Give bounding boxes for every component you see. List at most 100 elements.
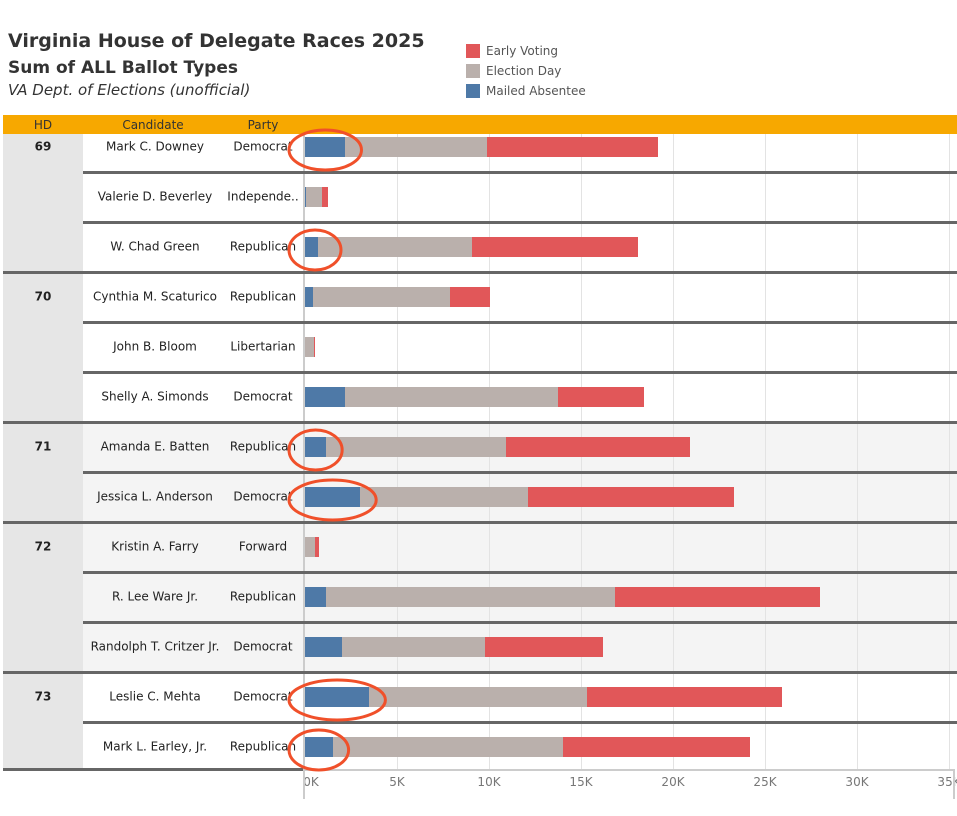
- bar-segment-eday[interactable]: [369, 687, 587, 707]
- bar-segment-eday[interactable]: [326, 437, 506, 457]
- row-separator: [3, 421, 957, 424]
- bar-segment-mailed[interactable]: [305, 687, 370, 707]
- candidate-name: Kristin A. Farry: [111, 539, 199, 554]
- candidate-name: W. Chad Green: [110, 239, 200, 254]
- candidate-name: Randolph T. Critzer Jr.: [90, 639, 220, 654]
- bar-segment-early[interactable]: [450, 287, 490, 307]
- axis-tick-label: 10K: [477, 775, 501, 789]
- bar-segment-eday[interactable]: [360, 487, 528, 507]
- axis-tick-label: 5K: [389, 775, 405, 789]
- party-label: Republican: [229, 439, 297, 454]
- header-hd: HD: [33, 118, 53, 132]
- column-header-bar: [3, 115, 957, 134]
- row-separator: [83, 571, 957, 574]
- bar-segment-eday[interactable]: [305, 337, 314, 357]
- bar-segment-mailed[interactable]: [305, 637, 342, 657]
- header-party: Party: [247, 118, 279, 132]
- bar-segment-early[interactable]: [562, 737, 751, 757]
- candidate-name: Jessica L. Anderson: [97, 489, 213, 504]
- row-separator: [83, 221, 957, 224]
- hd-number: 73: [34, 689, 52, 704]
- bar-segment-eday[interactable]: [305, 187, 322, 207]
- candidate-name: Leslie C. Mehta: [109, 689, 201, 704]
- hd-group-cell: [3, 522, 83, 672]
- bar-segment-early[interactable]: [321, 187, 328, 207]
- bar-segment-early[interactable]: [485, 637, 604, 657]
- axis-tick-label: 25K: [753, 775, 777, 789]
- bar-segment-eday[interactable]: [341, 637, 486, 657]
- candidate-name: Valerie D. Beverley: [97, 189, 213, 204]
- axis-tick-label: 30K: [845, 775, 869, 789]
- legend-label: Election Day: [486, 64, 562, 78]
- bar-segment-mailed[interactable]: [305, 737, 333, 757]
- row-separator: [83, 371, 957, 374]
- hd-number: 69: [34, 139, 52, 154]
- bar-segment-eday[interactable]: [305, 537, 316, 557]
- x-axis-line: [305, 769, 955, 771]
- bar-segment-mailed[interactable]: [305, 437, 327, 457]
- axis-tick-label: 15K: [569, 775, 593, 789]
- bar-segment-early[interactable]: [527, 487, 734, 507]
- bar-segment-early[interactable]: [313, 337, 315, 357]
- bar-segment-mailed[interactable]: [305, 137, 346, 157]
- hd-number: 71: [34, 439, 52, 454]
- separator: [3, 768, 303, 771]
- bar-segment-eday[interactable]: [326, 587, 616, 607]
- bar-segment-eday[interactable]: [345, 137, 488, 157]
- hd-number: 72: [34, 539, 52, 554]
- candidate-name: Mark C. Downey: [106, 139, 204, 154]
- row-separator: [3, 671, 957, 674]
- bar-segment-early[interactable]: [558, 387, 644, 407]
- party-label: Forward: [238, 539, 288, 554]
- candidate-name: Shelly A. Simonds: [101, 389, 209, 404]
- bar-segment-eday[interactable]: [313, 287, 451, 307]
- gridline: [857, 134, 858, 769]
- bar-segment-early[interactable]: [472, 237, 639, 257]
- legend-swatch: [466, 44, 480, 58]
- hd-number: 70: [34, 289, 52, 304]
- party-label: Republican: [229, 289, 297, 304]
- candidate-name: Amanda E. Batten: [100, 439, 210, 454]
- bar-segment-mailed[interactable]: [305, 587, 327, 607]
- bar-segment-mailed[interactable]: [305, 237, 318, 257]
- party-label: Democrat: [233, 489, 293, 504]
- bar-segment-mailed[interactable]: [305, 187, 306, 207]
- bar-segment-eday[interactable]: [317, 237, 473, 257]
- party-label: Democrat: [233, 689, 293, 704]
- bar-segment-early[interactable]: [505, 437, 690, 457]
- bar-segment-eday[interactable]: [332, 737, 563, 757]
- hd-group-cell: [3, 134, 83, 272]
- bar-segment-early[interactable]: [487, 137, 659, 157]
- header-candidate: Candidate: [122, 118, 184, 132]
- legend-early-voting[interactable]: Early Voting: [466, 44, 558, 58]
- chart-subtitle: Sum of ALL Ballot Types: [8, 58, 238, 78]
- row-separator: [83, 621, 957, 624]
- bar-segment-mailed[interactable]: [305, 487, 361, 507]
- row-separator: [83, 471, 957, 474]
- bar-segment-early[interactable]: [315, 537, 319, 557]
- bar-segment-mailed[interactable]: [305, 287, 314, 307]
- chart-title: Virginia House of Delegate Races 2025: [8, 30, 425, 52]
- axis-end: [953, 769, 955, 799]
- row-separator: [83, 721, 957, 724]
- candidate-name: John B. Bloom: [113, 339, 197, 354]
- legend-election-day[interactable]: Election Day: [466, 64, 561, 78]
- party-label: Democrat: [233, 389, 293, 404]
- party-label: Independe..: [227, 189, 299, 204]
- legend-label: Mailed Absentee: [486, 84, 586, 98]
- bar-segment-early[interactable]: [615, 587, 821, 607]
- party-label: Republican: [229, 589, 297, 604]
- party-label: Democrat: [233, 139, 293, 154]
- legend-mailed-absentee[interactable]: Mailed Absentee: [466, 84, 586, 98]
- party-label: Democrat: [233, 639, 293, 654]
- bar-segment-eday[interactable]: [345, 387, 558, 407]
- row-separator: [83, 321, 957, 324]
- legend-label: Early Voting: [486, 44, 558, 58]
- party-label: Republican: [229, 739, 297, 754]
- bar-segment-mailed[interactable]: [305, 387, 346, 407]
- hd-group-cell: [3, 422, 83, 522]
- hd-group-cell: [3, 672, 83, 769]
- party-label: Republican: [229, 239, 297, 254]
- candidate-name: Cynthia M. Scaturico: [93, 289, 217, 304]
- bar-segment-early[interactable]: [586, 687, 782, 707]
